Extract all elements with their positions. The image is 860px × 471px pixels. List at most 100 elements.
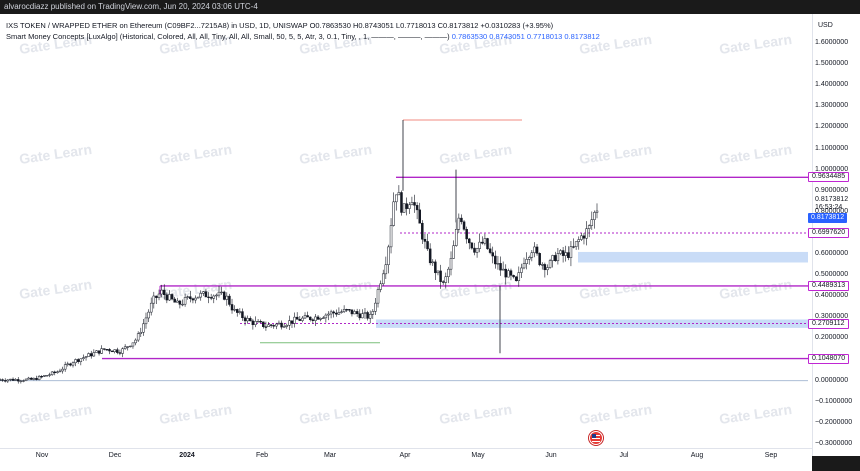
candle-body (95, 350, 98, 353)
candle-body (327, 313, 330, 316)
candle-body (209, 297, 213, 299)
candle-body (559, 250, 562, 254)
candle-body (486, 238, 489, 250)
price-tick-label: 0.3000000 (815, 313, 849, 321)
candle-body (580, 235, 583, 240)
level-price-badge: 0.2709112 (808, 318, 849, 329)
candle-body (288, 320, 291, 326)
indicator-value-open: 0.7863530 (451, 32, 488, 41)
bar-countdown: 16:53:24 (815, 204, 843, 212)
candle-body (355, 311, 359, 314)
watermark-text: Gate Learn (18, 141, 93, 167)
candle-body (202, 291, 205, 294)
candle-body (358, 313, 362, 319)
time-tick-label: Mar (323, 452, 337, 459)
candle-body (361, 313, 364, 319)
candle-body (129, 345, 132, 348)
chart-pane[interactable] (0, 14, 812, 456)
candle-body (434, 261, 437, 274)
candle-body (462, 221, 466, 230)
candle-body (439, 270, 442, 282)
candle-body (207, 296, 210, 299)
candle-body (6, 379, 10, 382)
level-price-badge: 0.6997620 (808, 227, 850, 238)
candle-body (452, 245, 455, 259)
candle-body (541, 264, 544, 266)
candle-body (335, 312, 338, 315)
watermark-text: Gate Learn (718, 141, 793, 167)
candle-body (259, 321, 262, 323)
candle-body (199, 293, 202, 298)
candle-body (348, 309, 351, 311)
candle-body (405, 203, 408, 209)
candle-body (295, 316, 299, 320)
candle-body (48, 374, 51, 376)
candle-body (342, 309, 346, 313)
candle-body (374, 302, 377, 312)
price-plot[interactable]: Gate Learn Gate Learn Gate Learn Gate Learn… (0, 14, 812, 448)
candle-body (337, 312, 341, 315)
candle-body (415, 205, 419, 211)
watermark-text: Gate Learn (718, 276, 793, 302)
candle-body (40, 376, 43, 378)
candle-body (332, 311, 335, 314)
candle-body (551, 255, 554, 261)
candle-body (595, 210, 599, 213)
candle-body (496, 263, 500, 265)
candle-body (395, 194, 398, 203)
candle-body (522, 263, 526, 269)
candle-body (24, 378, 28, 381)
indicator-value-high: 0.8743051 (489, 32, 525, 41)
candle-body (475, 248, 479, 253)
candle-body (53, 371, 56, 374)
price-tick-label: 1.6000000 (815, 39, 849, 46)
candle-body (19, 380, 23, 382)
time-axis[interactable]: Nov Dec 2024 Feb Mar Apr May Jun Jul Aug Sep (0, 448, 812, 471)
watermark-text: Gate Learn (298, 401, 373, 427)
candle-body (428, 248, 432, 264)
candle-body (264, 326, 268, 328)
candle-body (301, 317, 304, 321)
candle-body (308, 316, 312, 320)
candle-body (314, 316, 317, 321)
price-tick-label: 0.8000000 (815, 207, 849, 215)
watermark-text: Gate Learn (298, 141, 373, 167)
candle-body (585, 228, 588, 239)
candle-body (449, 258, 453, 270)
candle-body (87, 353, 90, 357)
candle-body (100, 348, 103, 354)
candle-body (423, 238, 427, 242)
candle-body (89, 353, 93, 357)
candle-body (113, 349, 116, 353)
order-block-zone (578, 251, 808, 263)
candle-body (136, 333, 140, 341)
watermark-text: Gate Learn (18, 276, 93, 302)
candle-body (16, 379, 20, 382)
candle-body (454, 229, 458, 246)
candle-body (421, 222, 424, 240)
candle-body (514, 276, 518, 282)
candle-body (366, 312, 369, 319)
candle-body (71, 362, 75, 366)
symbol-legend[interactable]: IXS TOKEN / WRAPPED ETHER on Ethereum (C… (6, 21, 553, 30)
candle-body (431, 261, 435, 264)
candle-body (410, 202, 414, 206)
candle-body (381, 273, 385, 285)
time-tick-label: Dec (108, 452, 122, 459)
time-tick-label: Aug (690, 452, 704, 459)
candle-body (468, 238, 471, 244)
candle-body (525, 259, 528, 264)
candle-body (548, 260, 552, 268)
level-price-badge: 0.4489313 (808, 280, 850, 291)
time-tick-label: Nov (35, 452, 49, 459)
currency-label[interactable]: USD (818, 22, 833, 29)
candle-body (126, 346, 129, 348)
indicator-legend[interactable]: Smart Money Concepts [LuxAlgo] (Historic… (6, 32, 600, 41)
candle-body (379, 283, 382, 290)
candle-body (447, 268, 450, 277)
candle-body (144, 317, 148, 325)
candle-body (491, 252, 494, 257)
time-tick-label: Apr (399, 452, 411, 459)
candle-body (3, 380, 7, 382)
us-flag-event-icon[interactable] (589, 431, 603, 445)
